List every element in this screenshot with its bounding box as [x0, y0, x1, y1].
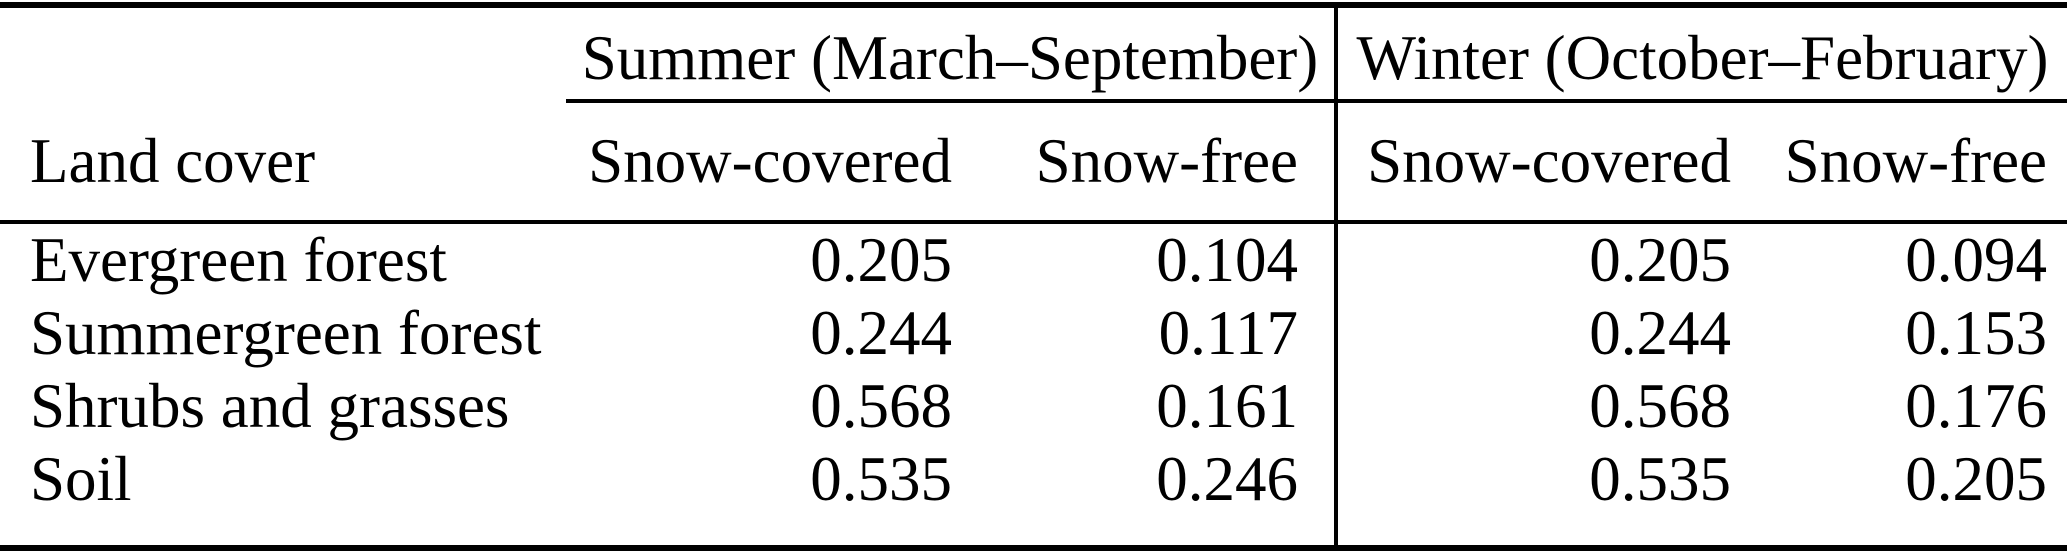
value-cell: 0.535 [1334, 443, 1767, 545]
value-cell: 0.176 [1905, 370, 2047, 441]
value-cell: 0.161 [1156, 370, 1298, 441]
value-cell: 0.205 [1905, 443, 2047, 514]
value-cell: 0.568 [810, 370, 952, 441]
table-row-soil: Soil 0.535 0.246 0.535 0.205 [0, 443, 2067, 545]
column-header-land-cover: Land cover [0, 103, 566, 224]
table-row-shrubs-and-grasses: Shrubs and grasses 0.568 0.161 0.568 0.1… [0, 370, 2067, 443]
row-label: Soil [30, 443, 132, 514]
value-cell: 0.117 [1158, 297, 1298, 368]
value-cell: 0.094 [1905, 224, 2047, 295]
group-header-spacer [0, 8, 566, 103]
value-cell: 0.568 [1334, 370, 1767, 443]
value-cell: 0.535 [810, 443, 952, 514]
group-header-row: Summer (March–September) Winter (October… [0, 8, 2067, 103]
value-cell: 0.104 [1156, 224, 1298, 295]
column-header-summer-snow-free: Snow-free [988, 103, 1334, 224]
value-cell: 0.246 [1156, 443, 1298, 514]
group-header-summer: Summer (March–September) [566, 8, 1334, 103]
table-row-evergreen-forest: Evergreen forest 0.205 0.104 0.205 0.094 [0, 224, 2067, 297]
column-header-winter-snow-covered: Snow-covered [1334, 103, 1767, 224]
group-header-winter: Winter (October–February) [1334, 8, 2067, 103]
value-cell: 0.205 [1334, 224, 1767, 297]
table-row-summergreen-forest: Summergreen forest 0.244 0.117 0.244 0.1… [0, 297, 2067, 370]
value-cell: 0.244 [1334, 297, 1767, 370]
value-cell: 0.244 [810, 297, 952, 368]
row-label: Summergreen forest [30, 297, 542, 368]
row-label: Evergreen forest [30, 224, 447, 295]
column-header-summer-snow-covered: Snow-covered [566, 103, 988, 224]
value-cell: 0.153 [1905, 297, 2047, 368]
row-label: Shrubs and grasses [30, 370, 510, 441]
value-cell: 0.205 [810, 224, 952, 295]
column-header-row: Land cover Snow-covered Snow-free Snow-c… [0, 103, 2067, 224]
column-header-winter-snow-free: Snow-free [1767, 103, 2067, 224]
